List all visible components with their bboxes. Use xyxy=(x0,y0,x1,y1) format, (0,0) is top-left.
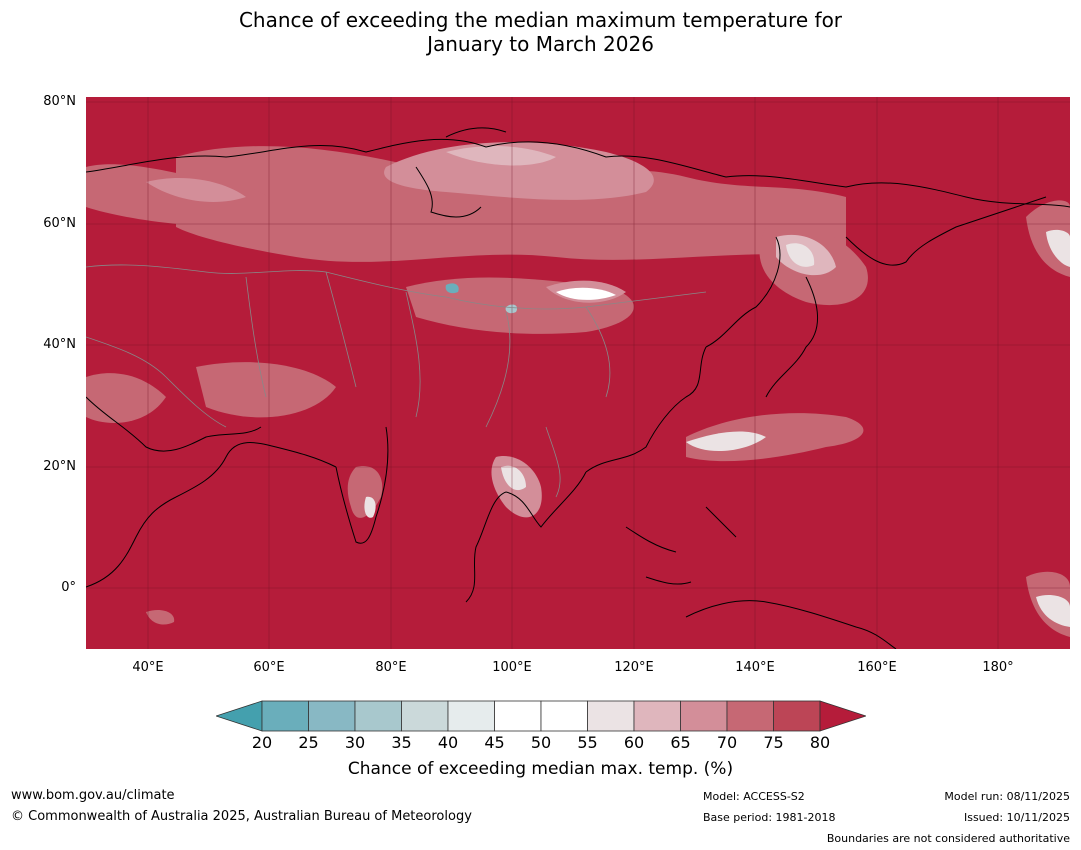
lat-label-40n: 40°N xyxy=(43,337,76,352)
title-line-2: January to March 2026 xyxy=(427,32,654,56)
lat-label-60n: 60°N xyxy=(43,216,76,231)
colorbar-tick-label: 40 xyxy=(437,733,459,752)
probability-field xyxy=(86,142,1070,637)
coastlines xyxy=(86,127,1070,649)
lon-label-80e: 80°E xyxy=(375,660,407,675)
colorbar-segment xyxy=(308,700,356,732)
colorbar-svg xyxy=(214,700,868,732)
colorbar-segment xyxy=(633,700,681,732)
chart-title: Chance of exceeding the median maximum t… xyxy=(0,8,1081,56)
colorbar-segment xyxy=(447,700,495,732)
issued-text: Issued: 10/11/2025 xyxy=(963,811,1070,824)
forecast-map xyxy=(86,97,1070,649)
website-link[interactable]: www.bom.gov.au/climate xyxy=(11,788,175,803)
disclaimer-text: Boundaries are not considered authoritat… xyxy=(826,832,1070,845)
colorbar-label: Chance of exceeding median max. temp. (%… xyxy=(347,759,734,779)
colorbar-tick-label: 20 xyxy=(251,733,273,752)
lon-label-40e: 40°E xyxy=(132,660,164,675)
lon-label-100e: 100°E xyxy=(492,660,532,675)
colorbar-segment xyxy=(587,700,635,732)
colorbar-tick-label: 55 xyxy=(577,733,598,752)
colorbar-tick-label: 50 xyxy=(530,733,552,752)
colorbar xyxy=(214,700,868,732)
lon-label-160e: 160°E xyxy=(857,660,897,675)
lat-label-0: 0° xyxy=(61,580,76,595)
colorbar-tick-label: 45 xyxy=(484,733,505,752)
colorbar-tick-label: 35 xyxy=(391,733,412,752)
base-period-text: Base period: 1981-2018 xyxy=(703,811,836,824)
colorbar-tick-label: 65 xyxy=(670,733,691,752)
lat-label-20n: 20°N xyxy=(43,459,76,474)
colorbar-tick-label: 30 xyxy=(344,733,366,752)
colorbar-segment xyxy=(354,700,402,732)
colorbar-tick-label: 75 xyxy=(763,733,784,752)
colorbar-tick-label: 70 xyxy=(716,733,738,752)
copyright-text: © Commonwealth of Australia 2025, Austra… xyxy=(11,809,472,824)
colorbar-segment xyxy=(401,700,449,732)
country-borders xyxy=(86,264,707,498)
colorbar-segment xyxy=(680,700,728,732)
colorbar-tick-label: 60 xyxy=(623,733,645,752)
colorbar-segment xyxy=(773,700,821,732)
lat-label-80n: 80°N xyxy=(43,94,76,109)
model-text: Model: ACCESS-S2 xyxy=(703,790,805,803)
colorbar-tick-label: 80 xyxy=(809,733,831,752)
colorbar-above-arrow xyxy=(819,700,868,732)
graticule xyxy=(86,97,1070,649)
model-run-text: Model run: 08/11/2025 xyxy=(944,790,1070,803)
lon-label-180: 180° xyxy=(982,660,1014,675)
colorbar-below-arrow xyxy=(214,700,263,732)
title-line-1: Chance of exceeding the median maximum t… xyxy=(238,8,843,32)
lon-label-120e: 120°E xyxy=(614,660,654,675)
colorbar-segment xyxy=(261,700,309,732)
colorbar-segment xyxy=(494,700,542,732)
colorbar-tick-label: 25 xyxy=(298,733,319,752)
colorbar-segment xyxy=(540,700,588,732)
lon-label-60e: 60°E xyxy=(253,660,285,675)
map-svg xyxy=(86,97,1070,649)
lon-label-140e: 140°E xyxy=(735,660,775,675)
colorbar-segment xyxy=(726,700,774,732)
